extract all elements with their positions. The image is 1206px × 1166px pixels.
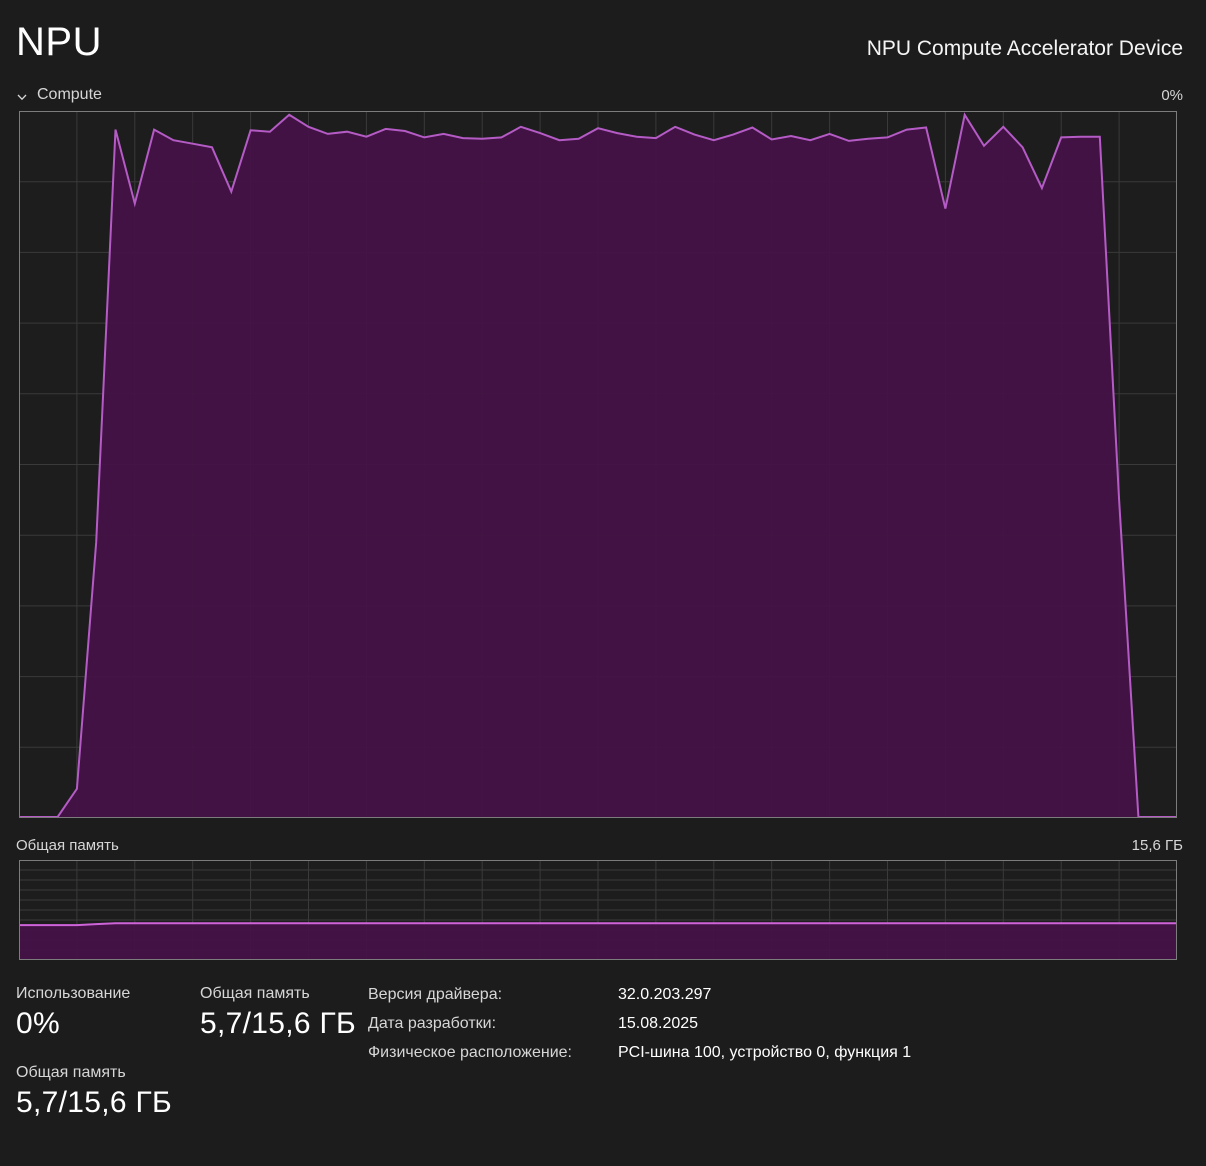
memory-section-label: Общая память [16,837,119,854]
stats-column-memory: Общая память 5,7/15,6 ГБ [200,985,368,1143]
device-name: NPU Compute Accelerator Device [866,37,1183,60]
driver-date-value: 15.08.2025 [618,1015,699,1032]
compute-current-value: 0% [1161,87,1183,104]
usage-label: Использование [16,985,131,1002]
header: NPU NPU Compute Accelerator Device [16,0,1183,65]
usage-value: 0% [16,1007,60,1040]
memory-section-header: Общая память 15,6 ГБ [16,837,1183,854]
compute-section-toggle[interactable]: Compute [16,86,102,104]
memory-max-value: 15,6 ГБ [1131,837,1183,854]
driver-details: Версия драйвера: 32.0.203.297 Дата разра… [368,985,911,1143]
driver-date-row: Дата разработки: 15.08.2025 [368,1015,911,1033]
npu-utilization-chart [19,111,1177,818]
utilization-chart-container [19,111,1183,818]
driver-version-value: 32.0.203.297 [618,986,712,1003]
chevron-down-icon [16,90,28,102]
physical-location-label: Физическое расположение: [368,1044,572,1061]
page-title: NPU [16,20,102,64]
stats-panel: Использование 0% Общая память 5,7/15,6 Г… [16,985,1183,1143]
driver-version-row: Версия драйвера: 32.0.203.297 [368,986,911,1004]
stats-column-usage: Использование 0% Общая память 5,7/15,6 Г… [16,985,200,1143]
physical-location-value: PCI-шина 100, устройство 0, функция 1 [618,1044,912,1061]
driver-version-label: Версия драйвера: [368,986,503,1003]
shared-memory-primary-label: Общая память [200,985,310,1002]
shared-memory-chart [19,860,1177,960]
shared-memory-secondary-label: Общая память [16,1064,126,1081]
compute-section-label: Compute [37,86,102,103]
shared-memory-secondary-value: 5,7/15,6 ГБ [16,1086,172,1119]
driver-date-label: Дата разработки: [368,1015,497,1032]
compute-section-header: Compute 0% [16,86,1183,104]
physical-location-row: Физическое расположение: PCI-шина 100, у… [368,1044,911,1062]
memory-chart-container [19,860,1183,960]
shared-memory-primary-value: 5,7/15,6 ГБ [200,1007,356,1040]
